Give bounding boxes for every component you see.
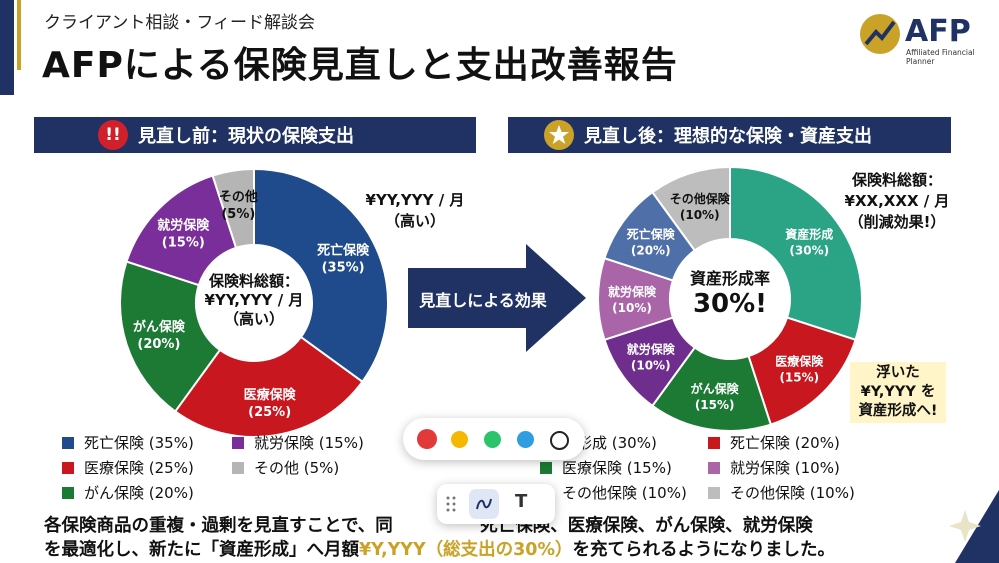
before-side-label: ¥YY,YYY / 月 （高い） [365,191,465,230]
slice-name-label: その他保険 [670,191,731,206]
savings-note: 浮いた ¥Y,YYY を 資産形成へ! [850,362,946,423]
slice-value-label: (10%) [612,301,652,315]
legend-item: その他 (5%) [232,457,402,478]
color-swatch-blue[interactable] [517,431,534,448]
color-swatch-yellow[interactable] [451,431,468,448]
effect-arrow [408,244,586,352]
legend-item: 就労保険 (15%) [232,432,402,453]
donut-slice [119,260,222,413]
after-legend: 産形成 (30%) 死亡保険 (20%) 医療保険 (15%) 就労保険 (10… [540,432,870,503]
text-tool-button[interactable]: T [515,491,528,512]
pen-tool-button[interactable] [469,489,499,519]
slice-name-label: 死亡保険 [317,243,370,259]
page-title: AFPによる保険見直しと支出改善報告 [42,45,678,86]
slice-value-label: (20%) [631,243,671,257]
slice-name-label: 就労保険 [627,342,676,357]
legend-item: がん保険 (20%) [62,482,232,503]
slice-value-label: (15%) [695,398,735,412]
slice-name-label: 就労保険 [157,217,210,233]
slice-value-label: (10%) [680,208,720,222]
logo-subtitle: Affiliated Financial Planner [906,48,975,66]
logo-text: AFP [905,14,971,49]
slice-value-label: (35%) [322,261,365,276]
after-heading-bar: 見直し後：理想的な保険・資産支出 [508,117,951,153]
after-donut-chart: 資産形成 (30%) 医療保険 (15%) がん保険 (15%) 就労保険 (10%) 就労保険… [597,165,863,432]
legend-item: 医療保険 (15%) [540,457,708,478]
color-swatch-red[interactable] [417,429,437,449]
before-legend: 死亡保険 (35%) 就労保険 (15%) 医療保険 (25%) その他 (5%… [62,432,402,503]
legend-item: 死亡保険 (20%) [708,432,870,453]
slice-name-label: その他 [219,189,258,205]
after-side-label: 保険料総額： ¥XX,XXX / 月 （削減効果!） [844,171,950,231]
drawing-toolbar: T [437,484,555,524]
slice-value-label: (15%) [779,370,819,384]
pen-icon [476,498,492,510]
before-heading: 見直し前：現状の保険支出 [138,126,354,147]
slice-name-label: 就労保険 [608,284,657,299]
slice-name-label: 死亡保険 [627,226,676,241]
slice-value-label: (25%) [248,405,291,420]
donut-slice [173,335,364,438]
slice-name-label: がん保険 [691,381,740,396]
legend-item: 就労保険 (10%) [708,457,870,478]
donut-slice [651,165,731,252]
color-swatch-white[interactable] [550,431,569,450]
before-center-label: 保険料総額： ¥YY,YYY / 月 （高い） [204,272,304,328]
alert-icon: !! [98,120,128,150]
afp-logo-icon [860,14,900,54]
after-center-label: 資産形成率 30%! [689,269,770,319]
slice-value-label: (20%) [137,337,180,352]
slice-name-label: 資産形成 [785,226,833,241]
legend-item: 死亡保険 (35%) [62,432,232,453]
arrow-label: 見直しによる効果 [419,291,547,310]
color-swatch-green[interactable] [484,431,501,448]
slice-name-label: がん保険 [133,319,186,335]
after-heading: 見直し後：理想的な保険・資産支出 [584,126,872,147]
donut-slice [125,174,238,287]
slice-value-label: (30%) [789,243,829,257]
slice-value-label: (10%) [631,359,671,373]
drag-handle-icon[interactable] [446,496,456,512]
color-palette [403,418,585,460]
before-heading-bar: !! 見直し前：現状の保険支出 [34,117,476,153]
donut-slice [729,165,863,342]
donut-slice [253,167,389,384]
before-donut-chart: 死亡保険 (35%) 医療保険 (25%) がん保険 (20%) 就労保険 (15%) その他 (… [119,167,389,438]
legend-item: その他保険 (10%) [708,482,870,503]
legend-item: その他保険 (10%) [540,482,708,503]
corner-decoration-br [949,490,999,563]
summary-text: 各保険商品の重複・過剰を見直すことで、同様に保険料死亡保険、医療保険、がん保険、… [44,516,836,560]
slice-value-label: (15%) [162,235,205,250]
donut-slice [211,167,255,250]
star-icon [544,120,574,150]
slice-name-label: 医療保険 [775,353,824,368]
corner-decoration [0,0,21,95]
page-subtitle: クライアント相談・フィード解談会 [44,13,315,33]
slice-value-label: (5%) [221,207,255,222]
legend-item: 医療保険 (25%) [62,457,232,478]
slice-name-label: 医療保険 [244,387,297,403]
